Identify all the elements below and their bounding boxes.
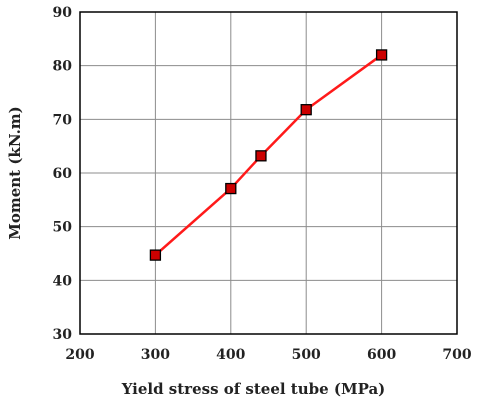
y-tick-label: 30 xyxy=(53,327,73,343)
series-line xyxy=(154,53,383,257)
data-point xyxy=(375,49,388,61)
x-tick-label: 700 xyxy=(442,347,471,363)
data-point xyxy=(255,150,267,162)
plot-frame xyxy=(79,11,458,335)
x-tick-label: 200 xyxy=(65,347,94,363)
y-tick-label: 70 xyxy=(53,112,73,128)
x-tick-labels: 200 300 400 500 600 700 xyxy=(65,347,471,363)
x-axis-title: Yield stress of steel tube (MPa) xyxy=(121,380,386,398)
y-tick-labels: 30 40 50 60 70 80 90 xyxy=(53,5,73,343)
series-group xyxy=(149,49,388,261)
y-axis-title: Moment (kN.m) xyxy=(6,106,24,240)
y-tick-label: 50 xyxy=(53,220,73,236)
x-tick-label: 600 xyxy=(367,347,396,363)
x-tick-label: 400 xyxy=(216,347,245,363)
y-tick-label: 80 xyxy=(53,59,73,75)
y-tick-label: 40 xyxy=(53,273,73,289)
x-tick-label: 500 xyxy=(292,347,321,363)
y-tick-label: 60 xyxy=(53,166,73,182)
data-point xyxy=(149,249,162,261)
x-tick-label: 300 xyxy=(141,347,170,363)
grid xyxy=(80,12,457,334)
y-tick-label: 90 xyxy=(53,5,73,21)
data-point xyxy=(300,104,312,116)
data-point xyxy=(225,182,237,195)
